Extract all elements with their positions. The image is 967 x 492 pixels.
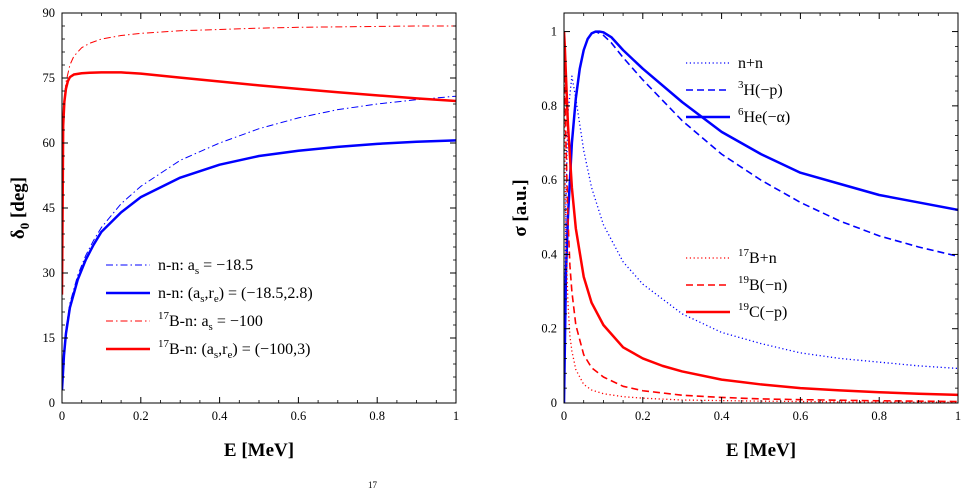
cross-section-x-tick-label: 0	[561, 409, 567, 423]
phase-shift-x-tick-label: 1	[453, 409, 459, 423]
phase-shift-series	[62, 25, 456, 391]
cross-section-y-tick-label: 0	[551, 396, 557, 410]
cross-section-series	[564, 30, 958, 403]
cross-section-series-line-1	[564, 75, 958, 403]
phase-shift-x-tick-label: 0	[59, 409, 65, 423]
phase-shift-y-tick-label: 15	[43, 331, 56, 345]
phase-shift-y-tick-label: 30	[43, 266, 56, 280]
phase-shift-legend-label-4: 17B-n: (as,re) = (−100,3)	[158, 338, 310, 361]
phase-shift-x-tick-label: 0.6	[291, 409, 307, 423]
phase-shift-chart: 0 0.2 0.4 0.6 0.8 1 0 15 30 45 60 75 90 E [MeV] δ0 […	[8, 6, 459, 461]
cross-section-y-tick-label: 0.2	[541, 322, 557, 336]
cross-section-y-tick-label: 0.6	[541, 173, 557, 187]
phase-shift-y-tick-label: 75	[43, 71, 56, 85]
phase-shift-x-axis-label: E [MeV]	[224, 440, 294, 461]
phase-shift-legend-label-2: n-n: (as,re) = (−18.5,2.8)	[158, 285, 313, 305]
phase-shift-series-line-4	[62, 71, 456, 295]
cross-section-y-tick-label: 0.4	[541, 247, 557, 261]
phase-shift-x-tick-label: 0.4	[212, 409, 228, 423]
cross-section-x-tick-label: 1	[955, 409, 961, 423]
phase-shift-series-line-3	[62, 25, 456, 295]
cross-section-x-axis-label: E [MeV]	[726, 440, 796, 461]
cross-section-chart: 0 0.2 0.4 0.6 0.8 1 0 0.2 0.4 0.6 0.8 1 E [MeV] σ […	[510, 12, 961, 461]
cross-section-legend-label-6: 19C(−p)	[738, 301, 787, 321]
cross-section-legend-label-4: 17B+n	[738, 247, 777, 267]
cross-section-series-line-6	[564, 31, 958, 397]
cross-section-legend-label-2: 3H(−p)	[738, 79, 783, 99]
cross-section-legend-label-1: n+n	[738, 55, 763, 72]
phase-shift-ticks: 0 0.2 0.4 0.6 0.8 1 0 15 30 45 60 75 90	[43, 6, 460, 423]
phase-shift-y-tick-label: 60	[43, 136, 56, 150]
cross-section-x-tick-label: 0.8	[871, 409, 887, 423]
cross-section-y-axis-label: σ [a.u.]	[510, 179, 531, 236]
phase-shift-legend-label-3: 17B-n: as = −100	[158, 310, 263, 333]
phase-shift-legend: n-n: as = −18.5 n-n: (as,re) = (−18.5,2.8…	[106, 257, 313, 361]
phase-shift-y-tick-label: 90	[43, 6, 56, 20]
phase-shift-y-tick-label: 0	[49, 396, 55, 410]
phase-shift-x-tick-label: 0.2	[133, 409, 149, 423]
cross-section-ticks: 0 0.2 0.4 0.6 0.8 1 0 0.2 0.4 0.6 0.8 1	[541, 13, 961, 423]
cross-section-legend: n+n 3H(−p) 6He(−α) 17B+n 19B(−n) 19C(−p)	[686, 55, 790, 321]
caption-fragment: 17	[368, 480, 378, 490]
phase-shift-x-tick-label: 0.8	[369, 409, 385, 423]
cross-section-y-tick-label: 0.8	[541, 99, 557, 113]
cross-section-legend-label-5: 19B(−n)	[738, 274, 787, 294]
cross-section-series-line-5	[564, 31, 958, 403]
phase-shift-series-line-2	[62, 139, 456, 391]
cross-section-x-tick-label: 0.2	[635, 409, 651, 423]
cross-section-y-tick-label: 1	[551, 25, 557, 39]
phase-shift-legend-label-1: n-n: as = −18.5	[158, 257, 253, 277]
cross-section-x-tick-label: 0.4	[714, 409, 730, 423]
phase-shift-y-axis-label: δ0 [deg]	[8, 177, 32, 239]
cross-section-series-line-4	[564, 38, 958, 403]
phase-shift-y-tick-label: 45	[43, 201, 56, 215]
cross-section-series-line-3	[564, 30, 958, 403]
cross-section-x-tick-label: 0.6	[793, 409, 809, 423]
cross-section-legend-label-3: 6He(−α)	[738, 106, 790, 126]
